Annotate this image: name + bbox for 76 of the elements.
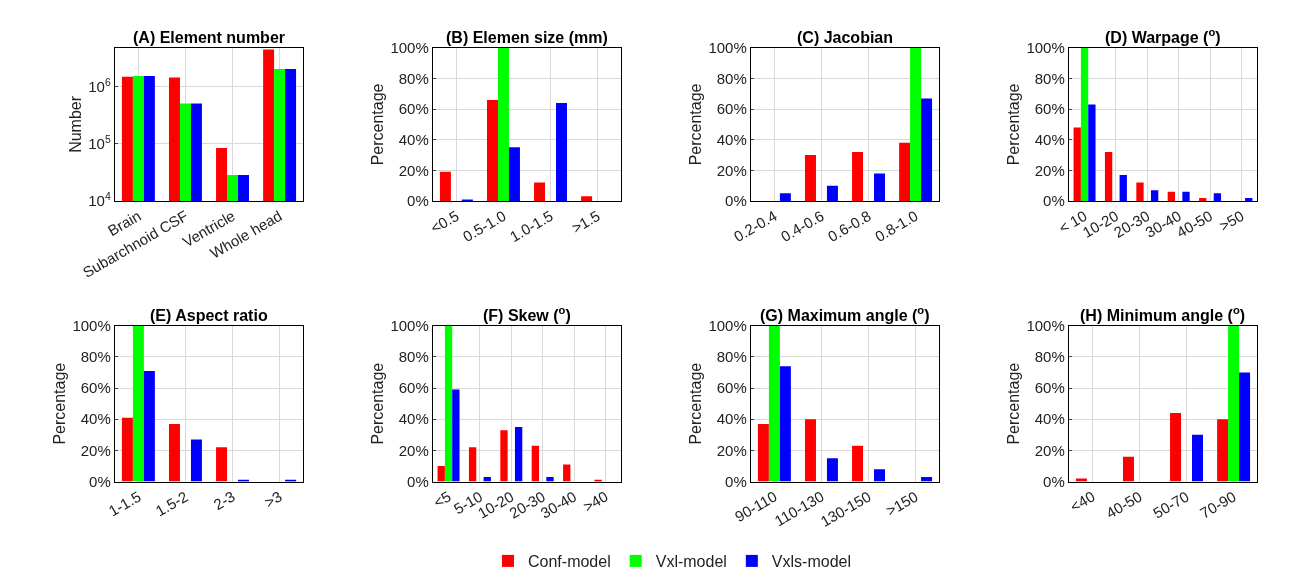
y-tick-label: 0% xyxy=(725,472,747,490)
y-tick-label: 20% xyxy=(398,441,429,459)
y-axis-title: Percentage xyxy=(369,83,387,166)
y-tick-label: 0% xyxy=(407,472,429,490)
y-tick-label: 0% xyxy=(89,472,111,490)
y-tick-label: 20% xyxy=(716,161,747,179)
x-tick-label: <0.5 xyxy=(427,206,462,237)
y-axis-title: Percentage xyxy=(369,362,387,445)
y-axis-title: Percentage xyxy=(687,83,705,166)
chart-title: (C) Jacobian xyxy=(797,29,894,46)
x-tick-label: 40-50 xyxy=(1102,487,1145,522)
legend-label: Vxls-model xyxy=(771,553,851,571)
chart-title: (H) Minimum angle ($^{o}$) xyxy=(1080,304,1246,324)
y-tick-label: 80% xyxy=(716,69,747,87)
chart-title: (G) Maximum angle ($^{o}$) xyxy=(760,304,930,324)
y-tick-label: 80% xyxy=(1034,69,1065,87)
y-tick-label: 10$^{6}$ xyxy=(88,75,111,95)
x-tick-label: >150 xyxy=(883,487,921,520)
legend-label: Vxl-model xyxy=(655,553,727,571)
y-tick-label: 80% xyxy=(398,69,429,87)
y-tick-label: 40% xyxy=(716,410,747,428)
x-tick-label: <40 xyxy=(1067,487,1098,516)
y-tick-label: 40% xyxy=(1034,130,1065,148)
y-tick-label: 60% xyxy=(716,100,747,118)
y-tick-label: 100% xyxy=(72,316,111,334)
chart-title: (A) Element number xyxy=(133,29,286,46)
y-tick-label: 80% xyxy=(1034,348,1065,366)
y-tick-label: 20% xyxy=(1034,161,1065,179)
y-tick-label: 100% xyxy=(390,316,429,334)
y-tick-label: 60% xyxy=(1034,100,1065,118)
y-tick-label: 40% xyxy=(1034,410,1065,428)
y-tick-label: 80% xyxy=(716,348,747,366)
y-tick-label: 60% xyxy=(398,100,429,118)
y-tick-label: 0% xyxy=(1043,472,1065,490)
x-tick-label: 1.5-2 xyxy=(152,487,191,520)
y-tick-label: 60% xyxy=(398,379,429,397)
y-tick-label: 10$^{4}$ xyxy=(88,189,111,210)
x-tick-label: <5 xyxy=(430,487,454,511)
y-tick-label: 60% xyxy=(716,379,747,397)
x-tick-label: 2-3 xyxy=(210,487,238,514)
x-tick-label: >40 xyxy=(580,487,611,516)
y-tick-label: 0% xyxy=(407,192,429,210)
y-tick-label: 100% xyxy=(708,39,747,57)
x-tick-label: >3 xyxy=(261,487,285,511)
y-tick-label: 40% xyxy=(398,410,429,428)
legend-label: Conf-model xyxy=(528,553,611,571)
chart-title: (B) Elemen size (mm) xyxy=(446,29,608,46)
y-tick-label: 20% xyxy=(80,441,111,459)
x-tick-label: >1.5 xyxy=(568,206,603,237)
y-tick-label: 100% xyxy=(1026,316,1065,334)
y-tick-label: 20% xyxy=(716,441,747,459)
y-tick-label: 20% xyxy=(1034,441,1065,459)
y-tick-label: 100% xyxy=(1026,39,1065,57)
y-tick-label: 100% xyxy=(390,39,429,57)
chart-title: (E) Aspect ratio xyxy=(150,307,268,324)
y-tick-label: 0% xyxy=(1043,192,1065,210)
y-tick-label: 20% xyxy=(398,161,429,179)
x-tick-label: 1-1.5 xyxy=(105,487,144,520)
y-tick-label: 100% xyxy=(708,316,747,334)
y-tick-label: 40% xyxy=(716,130,747,148)
y-axis-title: Percentage xyxy=(51,362,69,445)
y-tick-label: 60% xyxy=(80,379,111,397)
y-tick-label: 10$^{5}$ xyxy=(88,132,111,153)
y-axis-title: Percentage xyxy=(1005,83,1023,166)
y-tick-label: 60% xyxy=(1034,379,1065,397)
y-tick-label: 40% xyxy=(80,410,111,428)
y-axis-title: Percentage xyxy=(1005,362,1023,445)
y-tick-label: 40% xyxy=(398,130,429,148)
y-tick-label: 80% xyxy=(398,348,429,366)
y-tick-label: 0% xyxy=(725,192,747,210)
x-tick-label: >50 xyxy=(1216,206,1247,235)
y-axis-title: Number xyxy=(67,95,85,153)
chart-title: (D) Warpage ($^{o}$) xyxy=(1105,26,1221,46)
y-tick-label: 80% xyxy=(80,348,111,366)
y-axis-title: Percentage xyxy=(687,362,705,445)
chart-title: (F) Skew ($^{o}$) xyxy=(483,304,571,324)
